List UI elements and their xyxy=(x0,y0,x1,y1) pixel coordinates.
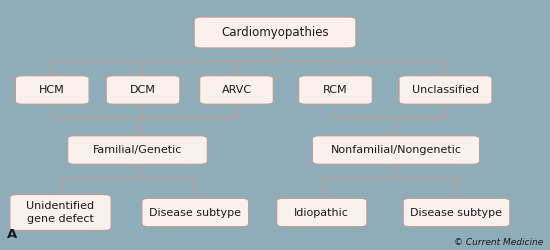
Text: DCM: DCM xyxy=(130,85,156,95)
FancyBboxPatch shape xyxy=(399,76,492,104)
Text: © Current Medicine: © Current Medicine xyxy=(454,238,543,247)
FancyBboxPatch shape xyxy=(68,136,207,164)
FancyBboxPatch shape xyxy=(142,198,249,227)
Text: HCM: HCM xyxy=(40,85,65,95)
FancyBboxPatch shape xyxy=(299,76,372,104)
Text: Idiopathic: Idiopathic xyxy=(294,208,349,218)
Text: ARVC: ARVC xyxy=(222,85,251,95)
FancyBboxPatch shape xyxy=(200,76,273,104)
FancyBboxPatch shape xyxy=(277,198,367,227)
FancyBboxPatch shape xyxy=(15,76,89,104)
Text: Familial/Genetic: Familial/Genetic xyxy=(93,145,182,155)
Text: RCM: RCM xyxy=(323,85,348,95)
FancyBboxPatch shape xyxy=(106,76,180,104)
Text: Disease subtype: Disease subtype xyxy=(149,208,241,218)
Text: Cardiomyopathies: Cardiomyopathies xyxy=(221,26,329,39)
FancyBboxPatch shape xyxy=(403,198,510,227)
FancyBboxPatch shape xyxy=(312,136,480,164)
Text: Unidentified
gene defect: Unidentified gene defect xyxy=(26,201,95,224)
Text: Unclassified: Unclassified xyxy=(412,85,479,95)
Text: A: A xyxy=(7,228,17,241)
Text: Nonfamilial/Nongenetic: Nonfamilial/Nongenetic xyxy=(331,145,461,155)
FancyBboxPatch shape xyxy=(194,17,356,48)
Text: Disease subtype: Disease subtype xyxy=(410,208,503,218)
FancyBboxPatch shape xyxy=(10,194,111,230)
